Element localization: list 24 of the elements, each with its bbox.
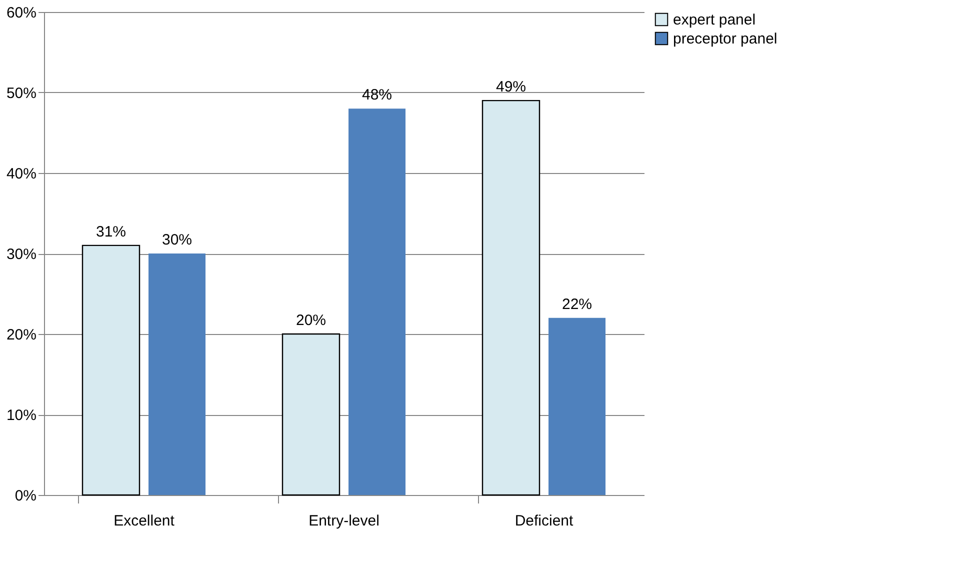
y-tick-label: 50% xyxy=(6,85,36,102)
y-tick-label: 10% xyxy=(6,407,36,424)
bar xyxy=(82,244,140,496)
data-label: 49% xyxy=(496,78,526,96)
bar xyxy=(282,333,340,496)
y-tick-label: 40% xyxy=(6,166,36,182)
x-tick-label: Entry-level xyxy=(308,512,380,530)
bar xyxy=(548,318,606,495)
x-tick-label: Excellent xyxy=(114,512,176,530)
x-tick-label: Deficient xyxy=(514,512,574,530)
data-label: 20% xyxy=(296,312,326,329)
y-tick-label: 30% xyxy=(6,246,36,263)
bar xyxy=(348,108,406,495)
bar xyxy=(482,100,540,496)
legend-label: preceptor panel xyxy=(673,30,778,48)
y-tick-label: 60% xyxy=(6,4,36,22)
data-label: 48% xyxy=(362,86,392,104)
y-tick-label: 0% xyxy=(14,488,36,504)
bar xyxy=(148,254,206,495)
data-label: 30% xyxy=(162,232,192,248)
legend-label: expert panel xyxy=(673,12,756,28)
data-label: 22% xyxy=(562,296,592,313)
data-label: 31% xyxy=(96,223,126,240)
y-tick-label: 20% xyxy=(6,326,36,344)
